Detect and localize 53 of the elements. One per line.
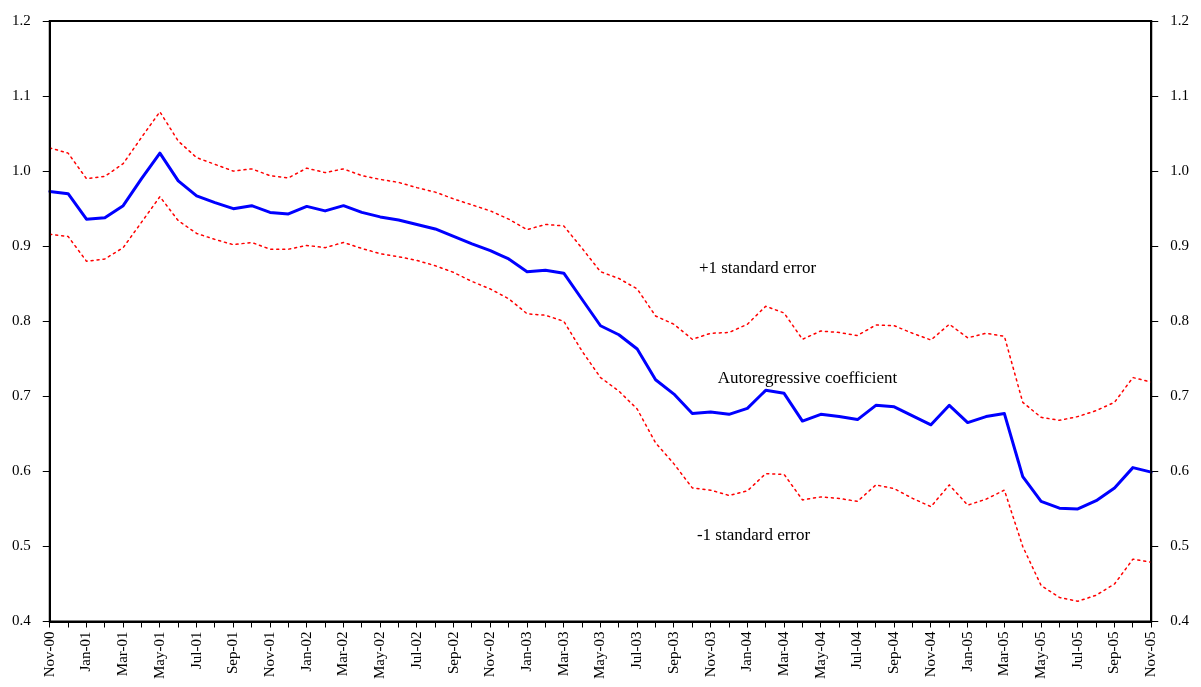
x-tick-label: Sep-03 <box>664 631 681 675</box>
x-tick-label: Jul-05 <box>1068 631 1085 670</box>
y-tick-label: 0.6 <box>12 462 32 479</box>
y-tick-label: 0.4 <box>12 612 32 629</box>
x-tick-label: May-01 <box>150 631 167 680</box>
x-tick-label: Mar-01 <box>114 631 131 677</box>
y2-tick-label: 1.1 <box>1170 87 1189 103</box>
series-label: -1 standard error <box>696 524 811 544</box>
x-tick-label: May-04 <box>811 631 828 680</box>
x-tick-label: Jan-02 <box>297 631 314 672</box>
x-tick-label: Nov-01 <box>260 631 277 678</box>
y-tick-label: 1.2 <box>12 11 31 28</box>
x-tick-label: May-05 <box>1032 631 1049 680</box>
x-tick-label: Jan-01 <box>77 631 94 672</box>
y-tick-label: 1.0 <box>12 162 31 179</box>
y2-tick-label: 0.4 <box>1170 612 1190 629</box>
x-tick-label: Nov-02 <box>481 631 498 678</box>
series-label: Autoregressive coefficient <box>717 368 898 388</box>
y-tick-label: 1.1 <box>12 87 31 103</box>
x-tick-label: Jan-05 <box>958 631 975 672</box>
y-tick-label: 0.9 <box>12 237 31 254</box>
x-tick-label: Sep-02 <box>444 631 461 675</box>
x-tick-label: May-02 <box>371 631 388 680</box>
x-tick-label: Jan-03 <box>518 631 534 672</box>
x-tick-label: Sep-04 <box>885 631 902 675</box>
y2-tick-label: 0.8 <box>1170 312 1189 329</box>
x-tick-label: May-03 <box>591 631 608 680</box>
y2-tick-label: 0.5 <box>1170 537 1189 554</box>
x-tick-label: Sep-01 <box>224 631 241 675</box>
x-tick-label: Mar-03 <box>554 631 571 677</box>
x-tick-label: Jul-02 <box>407 631 424 670</box>
x-tick-label: Nov-05 <box>1142 631 1159 678</box>
x-tick-label: Mar-04 <box>775 631 792 677</box>
y-tick-label: 0.7 <box>12 387 32 404</box>
x-tick-label: Jul-04 <box>848 631 865 670</box>
x-tick-label: Jan-04 <box>738 631 755 672</box>
y2-tick-label: 1.2 <box>1170 11 1189 28</box>
y2-tick-label: 0.6 <box>1170 462 1190 479</box>
x-tick-label: Jul-03 <box>628 631 645 670</box>
x-tick-label: Nov-03 <box>701 631 718 678</box>
x-tick-label: Jul-01 <box>187 631 204 670</box>
y2-tick-label: 0.9 <box>1170 237 1189 254</box>
x-tick-label: Sep-05 <box>1105 631 1122 675</box>
y-tick-label: 0.8 <box>12 312 31 329</box>
x-tick-label: Mar-05 <box>995 631 1012 677</box>
y2-tick-label: 0.7 <box>1170 387 1190 404</box>
x-tick-label: Mar-02 <box>334 631 351 677</box>
x-tick-label: Nov-04 <box>921 631 938 678</box>
x-tick-label: Nov-00 <box>40 631 57 678</box>
text: +1 standard error <box>698 258 817 278</box>
y-tick-label: 0.5 <box>12 537 31 554</box>
y2-tick-label: 1.0 <box>1170 162 1189 179</box>
line-series <box>49 195 1152 602</box>
